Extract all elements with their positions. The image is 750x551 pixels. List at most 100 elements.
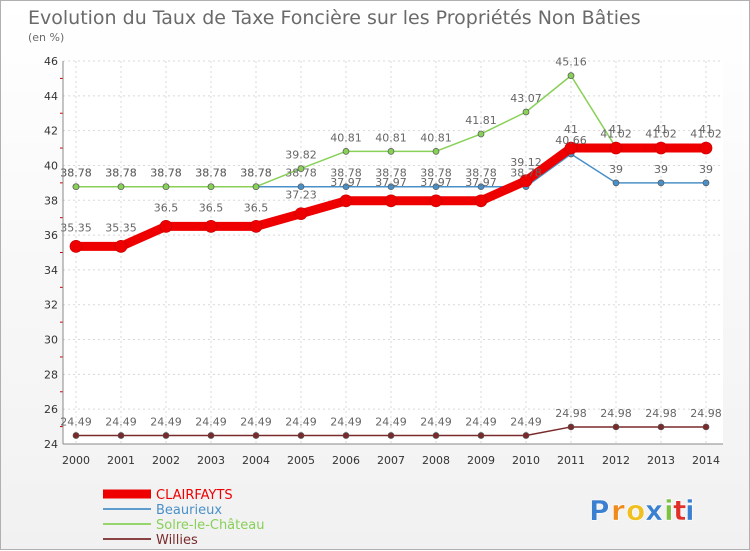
x-tick-label: 2008: [422, 454, 450, 467]
x-tick-label: 2003: [197, 454, 225, 467]
data-label: 38.78: [285, 167, 317, 180]
data-point: [117, 183, 125, 191]
y-tick-label: 24: [44, 438, 58, 451]
data-point: [207, 432, 215, 439]
data-point: [342, 432, 350, 439]
legend-label: Willies: [156, 533, 198, 548]
data-label: 24.49: [195, 415, 227, 428]
data-label: 38.78: [195, 167, 227, 180]
grid: [63, 60, 723, 445]
data-point: [204, 220, 218, 233]
y-tick-label: 40: [44, 159, 58, 172]
data-label: 39: [609, 163, 623, 176]
y-tick-label: 26: [44, 403, 58, 416]
data-label: 41: [699, 123, 713, 136]
data-point: [342, 148, 350, 155]
chart-title: Evolution du Taux de Taxe Foncière sur l…: [28, 7, 641, 29]
data-label: 40.81: [330, 131, 362, 144]
x-tick-label: 2010: [512, 454, 540, 467]
data-point: [387, 183, 395, 191]
y-tick-label: 34: [44, 264, 58, 277]
data-point: [519, 174, 533, 188]
legend-label: Beaurieux: [156, 503, 222, 518]
data-label: 24.49: [510, 415, 542, 428]
data-point: [522, 108, 530, 116]
x-tick-label: 2000: [62, 454, 90, 467]
y-tick-label: 32: [44, 299, 58, 312]
data-label: 24.49: [465, 415, 497, 428]
y-tick-label: 42: [44, 125, 58, 138]
data-point: [387, 432, 395, 439]
y-tick-label: 28: [44, 368, 58, 381]
data-label: 24.49: [420, 415, 452, 428]
data-label: 38.78: [60, 167, 92, 180]
data-label: 37.97: [420, 176, 452, 189]
axes: 24 26 28 30 32 34 36 38 40 42 44 46 2000 2001 2002 2003…: [44, 55, 723, 467]
logo-letter: i: [685, 494, 695, 527]
data-point: [432, 148, 440, 155]
x-tick-label: 2012: [602, 454, 630, 467]
data-label: 45.16: [555, 56, 587, 69]
data-point: [159, 220, 173, 233]
data-label: 40.66: [555, 134, 587, 147]
data-label: 38.78: [375, 167, 407, 180]
data-label: 24.98: [690, 407, 722, 420]
y-tick-label: 38: [44, 194, 58, 207]
x-tick-label: 2013: [647, 454, 675, 467]
x-tick-label: 2009: [467, 454, 495, 467]
data-label: 37.97: [375, 176, 407, 189]
data-label: 24.98: [645, 407, 677, 420]
data-point: [294, 207, 308, 221]
data-label: 24.98: [555, 407, 587, 420]
data-point: [477, 432, 485, 439]
data-point: [432, 183, 440, 191]
data-point: [564, 141, 578, 155]
data-point: [654, 141, 668, 155]
x-tick-label: 2011: [557, 454, 585, 467]
data-label: 38.78: [60, 167, 92, 180]
series: [69, 72, 713, 439]
x-tick-label: 2001: [107, 454, 135, 467]
data-point: [69, 240, 83, 253]
data-label: 36.5: [154, 201, 179, 214]
legend-label: CLAIRFAYTS: [156, 488, 233, 503]
data-point: [612, 423, 620, 431]
data-point: [72, 183, 80, 191]
data-point: [567, 423, 575, 431]
data-label: 38.78: [105, 167, 137, 180]
data-label: 38.78: [240, 167, 272, 180]
data-point: [612, 179, 620, 187]
data-label: 40.81: [375, 131, 407, 144]
data-label: 39: [654, 163, 668, 176]
data-point: [567, 72, 575, 79]
data-label: 24.49: [60, 415, 92, 428]
data-label: 35.35: [60, 221, 92, 234]
data-label: 41.81: [465, 114, 497, 127]
data-label: 38.78: [150, 167, 182, 180]
logo-letter: t: [673, 494, 686, 527]
data-point: [609, 141, 623, 155]
data-point: [339, 194, 353, 208]
logo-letter: i: [664, 494, 674, 527]
logo-letter: o: [626, 494, 645, 527]
data-point: [297, 183, 305, 191]
data-label: 37.97: [465, 176, 497, 189]
data-point: [474, 194, 488, 208]
data-point: [522, 432, 530, 439]
data-label: 24.49: [105, 415, 137, 428]
data-label: 37.97: [330, 176, 362, 189]
data-label: 38.78: [465, 167, 497, 180]
data-label: 38.78: [420, 167, 452, 180]
logo-letter: r: [611, 494, 625, 527]
data-point: [162, 432, 170, 439]
data-label: 36.5: [199, 201, 224, 214]
y-tick-label: 46: [44, 55, 58, 68]
data-label: 38.78: [510, 167, 542, 180]
data-label: 39: [699, 163, 713, 176]
data-point: [657, 179, 665, 187]
data-point: [477, 130, 485, 138]
logo-letter: x: [645, 494, 663, 527]
plot-background: [63, 61, 723, 444]
